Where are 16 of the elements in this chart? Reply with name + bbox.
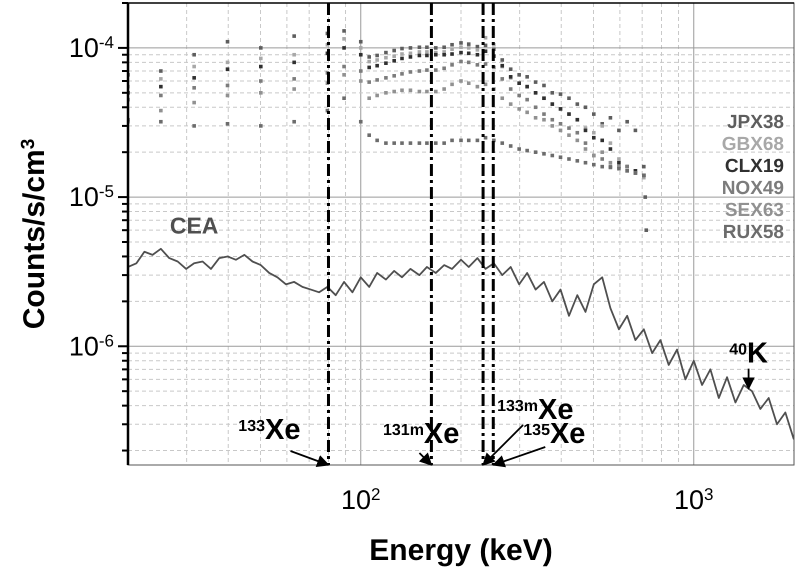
x-tick-label: 10$^{3}$ bbox=[674, 484, 714, 515]
text: JPX38 bbox=[726, 112, 784, 133]
text: GBX68 bbox=[722, 134, 784, 155]
text: CLX19 bbox=[724, 156, 784, 177]
x-axis-title: Energy (keV) bbox=[369, 534, 553, 567]
y-tick-label: 10$^{-5}$ bbox=[68, 182, 114, 212]
annotation: $^{133}$Xe bbox=[238, 414, 300, 446]
series-label: CEA bbox=[170, 212, 218, 238]
text: SEX63 bbox=[724, 200, 784, 221]
text: RUX58 bbox=[722, 222, 784, 243]
y-tick-label: 10$^{-6}$ bbox=[68, 330, 114, 362]
annotation: $^{131m}$Xe bbox=[383, 418, 460, 450]
x-tick-label: 10$^{2}$ bbox=[341, 484, 381, 515]
y-tick-label: 10$^{-4}$ bbox=[68, 32, 114, 63]
text: NOX49 bbox=[722, 178, 784, 199]
annotation: $^{40}$K bbox=[729, 338, 768, 370]
